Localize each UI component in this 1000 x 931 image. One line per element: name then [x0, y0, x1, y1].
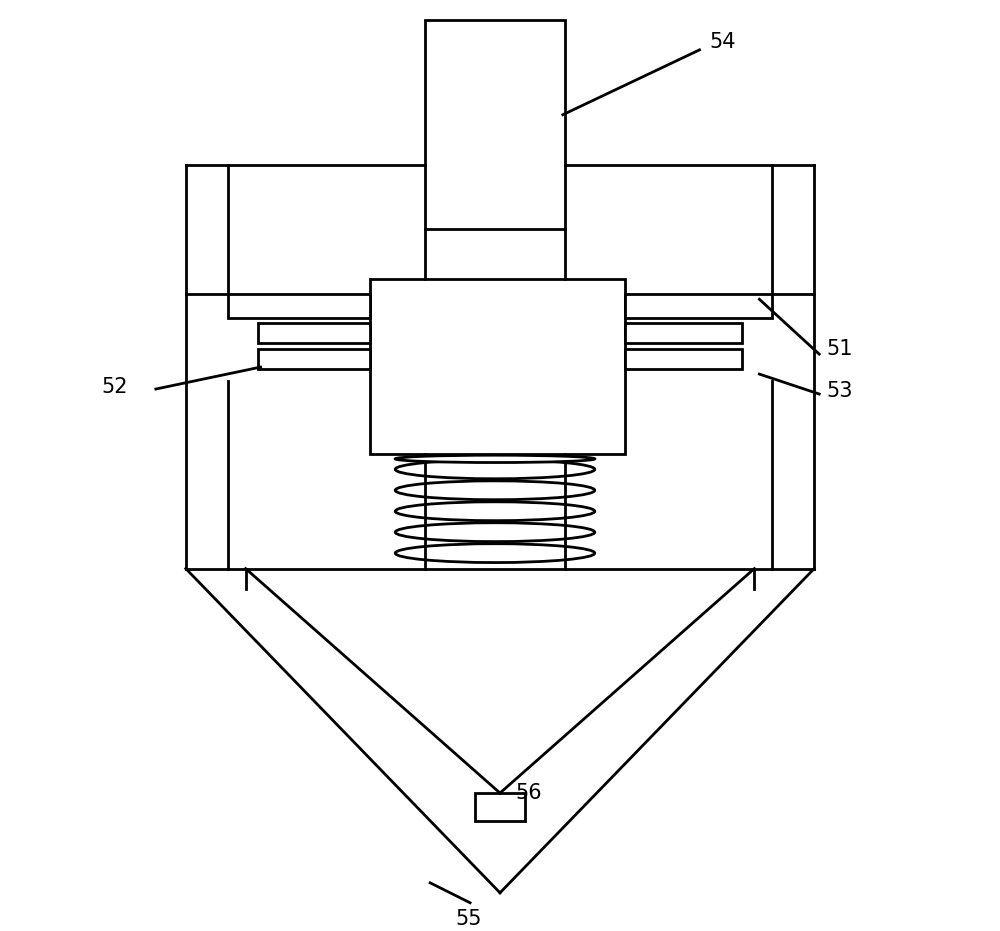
Bar — [625, 294, 772, 318]
Bar — [258, 323, 370, 344]
Bar — [258, 349, 370, 369]
Ellipse shape — [395, 460, 595, 479]
Ellipse shape — [395, 455, 595, 463]
Text: 54: 54 — [709, 32, 736, 52]
Bar — [228, 294, 370, 318]
Bar — [625, 323, 742, 344]
Ellipse shape — [395, 480, 595, 500]
Bar — [370, 279, 625, 454]
Text: 52: 52 — [101, 377, 127, 397]
Bar — [625, 349, 742, 369]
Text: 55: 55 — [455, 909, 482, 929]
Ellipse shape — [395, 502, 595, 520]
Ellipse shape — [395, 522, 595, 542]
Ellipse shape — [395, 544, 595, 562]
Bar — [425, 20, 565, 229]
Text: 51: 51 — [826, 339, 853, 359]
Text: 53: 53 — [826, 381, 853, 401]
Text: 56: 56 — [515, 783, 542, 803]
Bar — [475, 793, 525, 821]
